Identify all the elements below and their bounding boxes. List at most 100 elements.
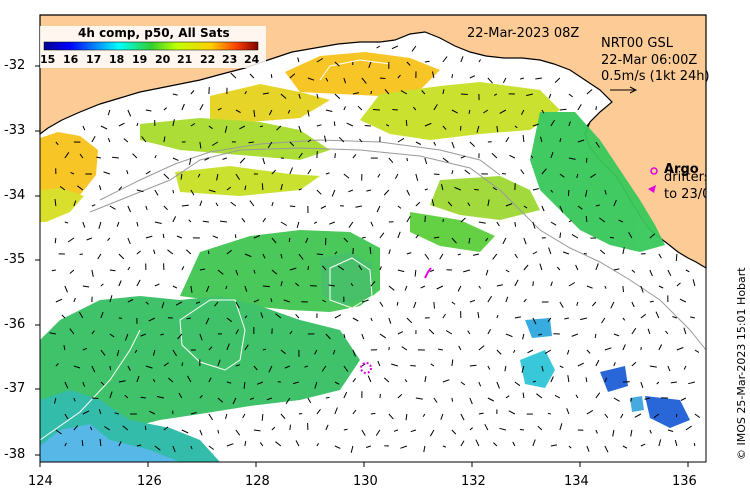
current-vector bbox=[404, 379, 408, 383]
current-vector bbox=[334, 153, 336, 159]
current-vector bbox=[640, 313, 647, 319]
current-vector bbox=[244, 185, 247, 191]
date-label: 22-Mar-2023 08Z bbox=[467, 26, 580, 41]
current-vector bbox=[239, 125, 246, 130]
current-vector bbox=[307, 139, 312, 143]
current-vector bbox=[509, 154, 516, 159]
current-vector bbox=[559, 365, 564, 369]
lon-tick-label: 130 bbox=[353, 474, 378, 489]
current-vector bbox=[132, 153, 138, 159]
current-vector bbox=[540, 136, 543, 143]
current-vector bbox=[376, 45, 381, 49]
product-title: 4h comp, p50, All Sats bbox=[78, 26, 230, 40]
current-vector bbox=[683, 327, 687, 335]
current-vector bbox=[442, 379, 450, 383]
current-vector bbox=[415, 173, 419, 181]
current-vector bbox=[260, 312, 264, 319]
current-vector bbox=[271, 202, 274, 207]
current-vector bbox=[547, 412, 551, 415]
current-vector bbox=[613, 333, 620, 337]
current-vector bbox=[400, 90, 408, 95]
current-vector bbox=[375, 429, 381, 436]
current-vector bbox=[271, 237, 277, 244]
current-vector bbox=[535, 77, 542, 80]
current-vector bbox=[424, 376, 427, 383]
current-vector bbox=[54, 199, 57, 207]
current-vector bbox=[361, 429, 366, 436]
current-vector bbox=[397, 269, 405, 273]
current-vector bbox=[295, 313, 300, 319]
current-vector bbox=[439, 253, 444, 260]
current-vector bbox=[235, 301, 240, 309]
current-vector bbox=[433, 141, 437, 146]
current-vector bbox=[442, 218, 444, 223]
current-vector bbox=[186, 317, 191, 320]
current-vector bbox=[468, 237, 471, 244]
current-vector bbox=[532, 380, 537, 383]
current-vector bbox=[568, 219, 572, 223]
current-vector bbox=[568, 121, 571, 127]
current-vector bbox=[667, 429, 674, 432]
current-vector bbox=[325, 333, 331, 340]
current-vector bbox=[523, 237, 527, 245]
current-vector bbox=[127, 365, 131, 371]
current-vector bbox=[451, 397, 454, 402]
current-vector bbox=[413, 301, 417, 309]
current-vector bbox=[91, 269, 94, 278]
current-vector bbox=[385, 124, 390, 127]
current-vector bbox=[261, 183, 264, 191]
current-vector bbox=[485, 269, 489, 276]
current-vector bbox=[352, 349, 356, 357]
current-vector bbox=[160, 333, 165, 336]
current-vector bbox=[451, 237, 457, 244]
current-vector bbox=[208, 445, 214, 450]
current-vector bbox=[253, 109, 256, 117]
current-vector bbox=[530, 155, 534, 159]
current-vector bbox=[55, 141, 59, 146]
plot-frame bbox=[39, 14, 707, 463]
argo-legend-label: Argo bbox=[664, 162, 699, 177]
sst-patch bbox=[520, 350, 555, 388]
lon-tick-label: 132 bbox=[461, 474, 486, 489]
current-vector bbox=[550, 119, 555, 127]
current-vector bbox=[541, 168, 547, 175]
current-vector bbox=[406, 61, 411, 66]
current-vector bbox=[487, 295, 493, 303]
current-vector bbox=[145, 301, 149, 305]
current-vector bbox=[180, 173, 183, 180]
current-vector bbox=[195, 301, 201, 304]
current-vector bbox=[559, 301, 564, 308]
colorbar-tick: 20 bbox=[155, 53, 171, 66]
argo-marker bbox=[650, 167, 658, 175]
current-vector bbox=[222, 157, 228, 160]
current-vector bbox=[658, 253, 662, 259]
current-vector bbox=[451, 141, 455, 149]
current-vector bbox=[536, 393, 543, 399]
current-vector bbox=[622, 445, 628, 449]
current-vector bbox=[208, 377, 212, 383]
current-vector bbox=[458, 345, 462, 351]
current-vector bbox=[685, 425, 692, 431]
current-vector bbox=[118, 253, 125, 260]
current-vector bbox=[208, 125, 213, 130]
current-vector bbox=[235, 364, 240, 367]
current-vector bbox=[478, 345, 485, 351]
current-vector bbox=[51, 269, 56, 272]
current-vector bbox=[514, 221, 517, 227]
current-vector bbox=[289, 73, 296, 79]
current-vector bbox=[266, 397, 273, 401]
current-vector bbox=[630, 429, 633, 437]
current-vector bbox=[554, 394, 561, 399]
current-vector bbox=[316, 58, 324, 63]
current-vector bbox=[270, 298, 273, 303]
current-vector bbox=[370, 317, 373, 322]
current-vector bbox=[338, 136, 345, 143]
current-vector bbox=[253, 269, 256, 274]
current-vector bbox=[532, 123, 539, 127]
current-vector bbox=[653, 413, 660, 419]
current-vector bbox=[145, 235, 153, 239]
current-vector bbox=[685, 269, 690, 273]
current-vector bbox=[334, 407, 338, 415]
current-vector bbox=[307, 397, 312, 404]
current-vector bbox=[665, 330, 669, 335]
